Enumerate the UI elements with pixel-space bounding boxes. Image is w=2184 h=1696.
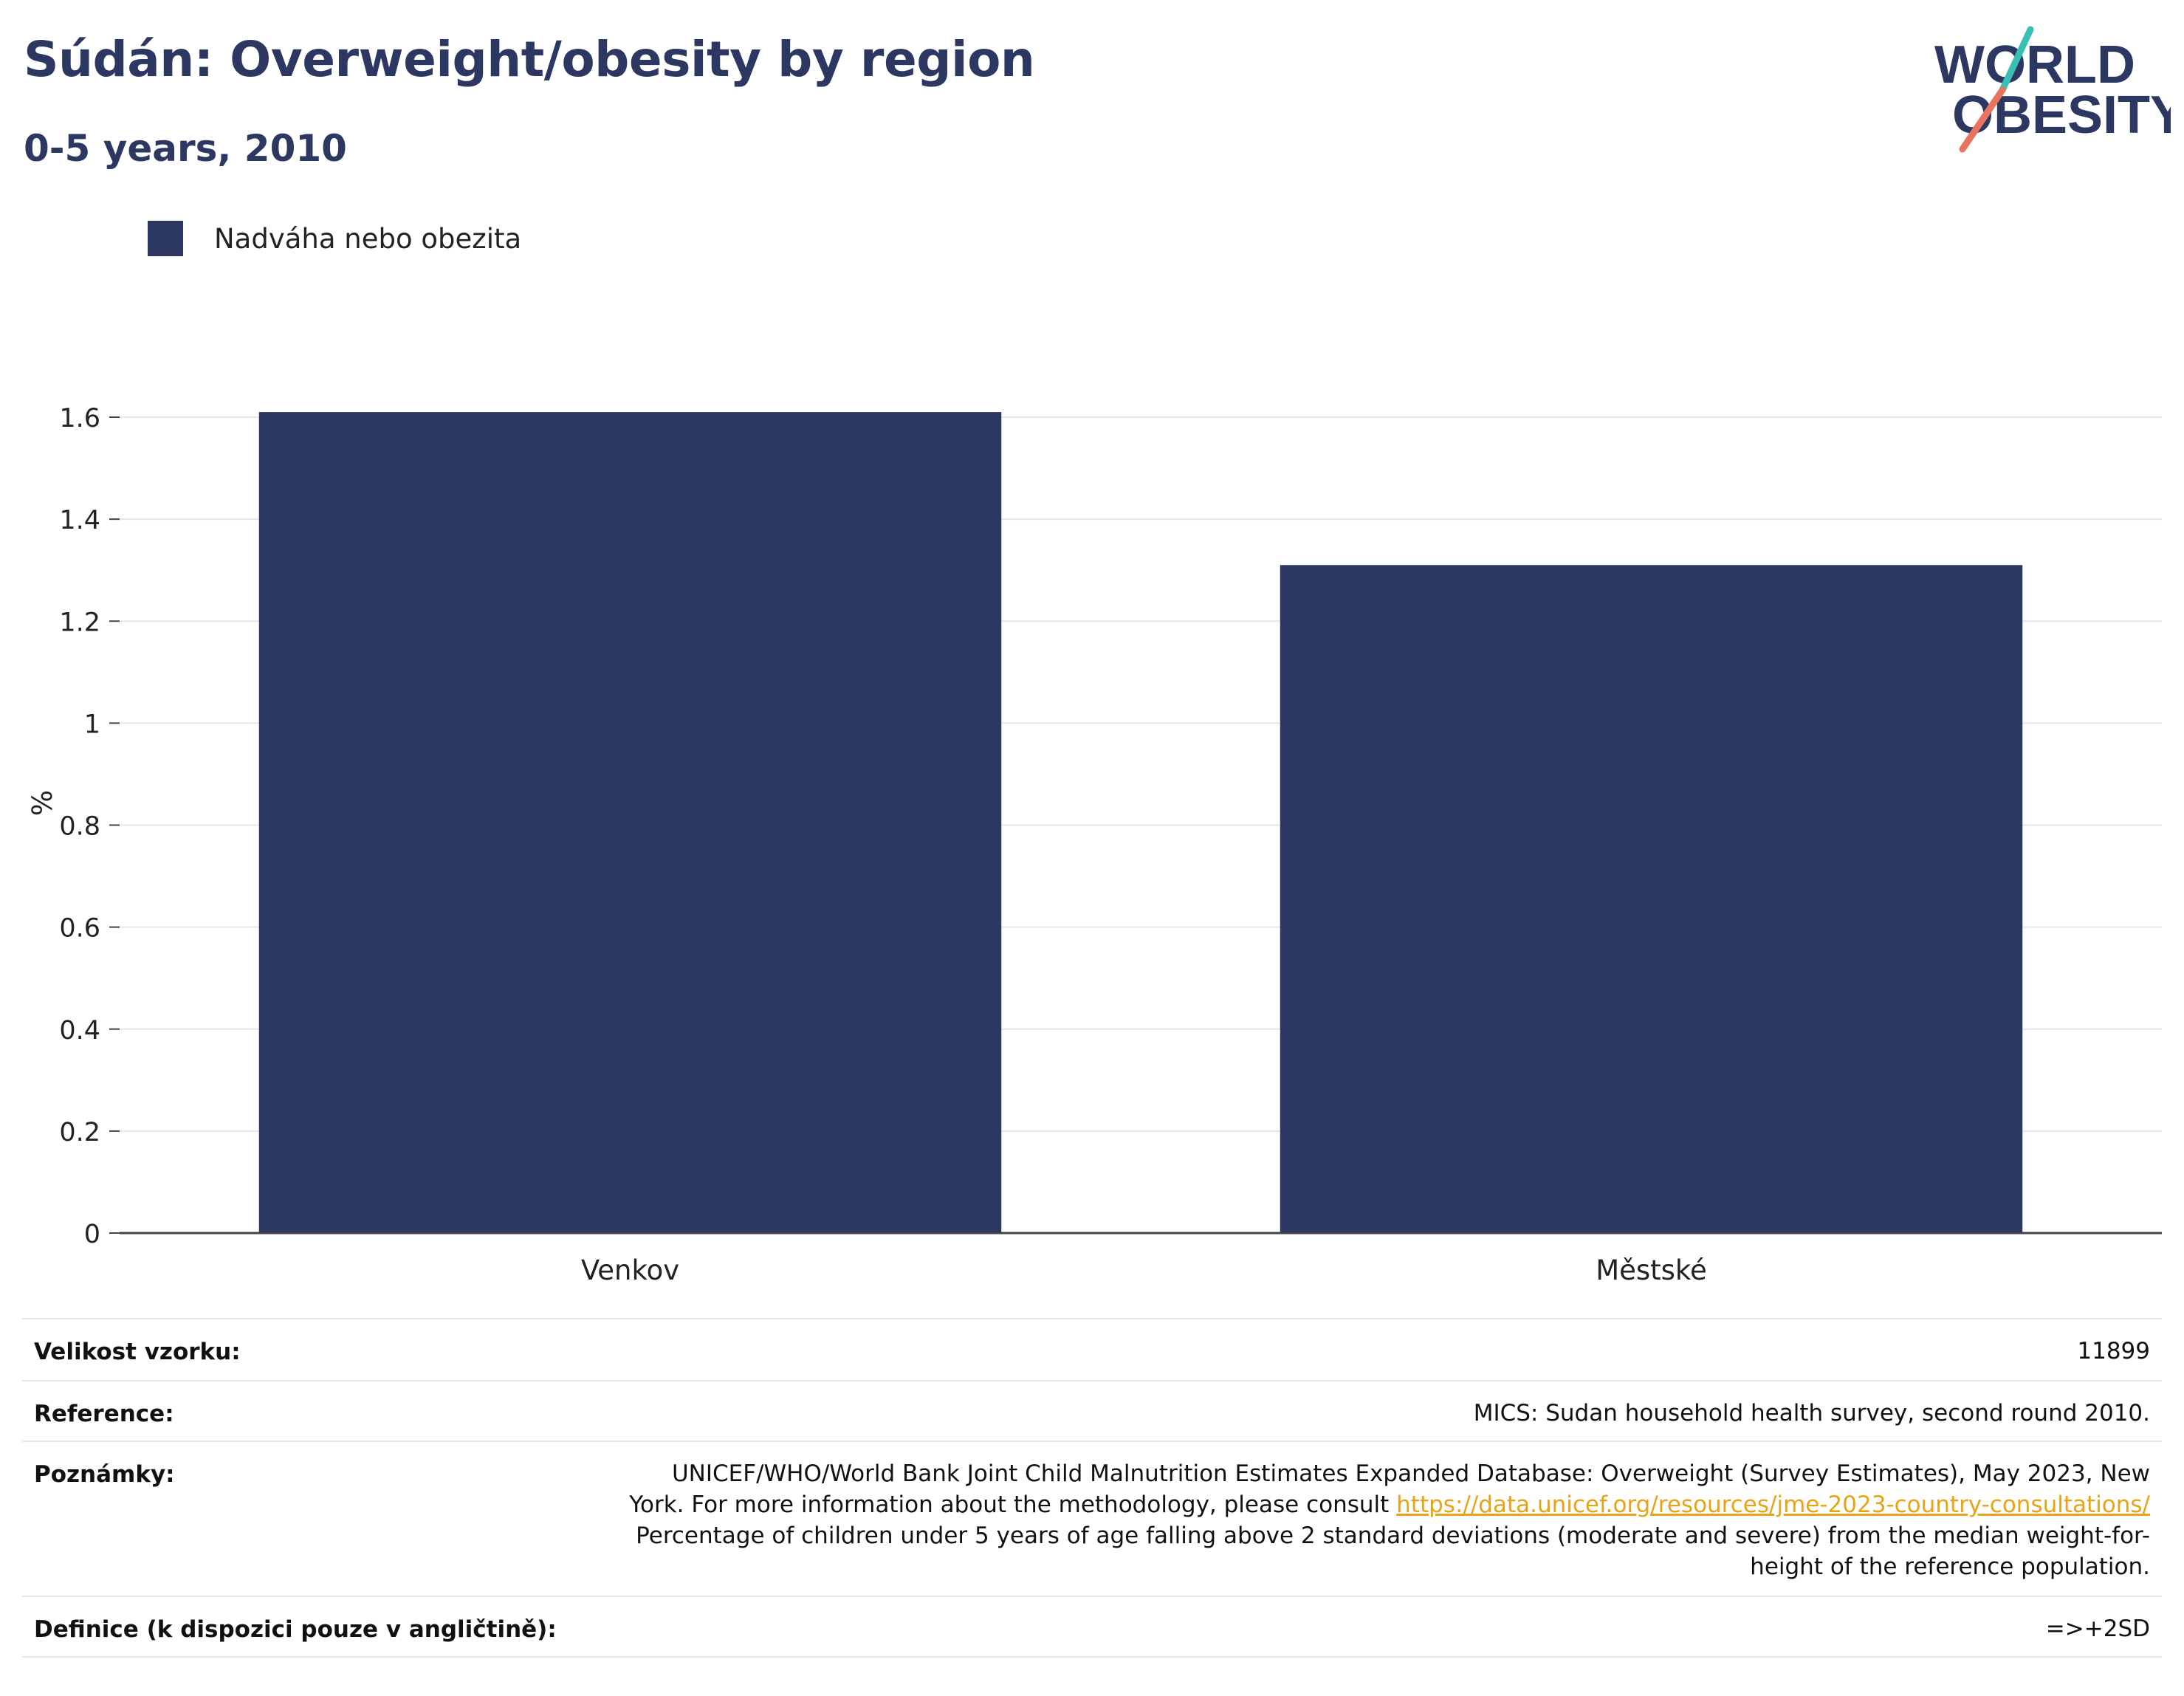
info-row-definition: Definice (k dispozici pouze v angličtině… [22,1596,2162,1658]
y-tick-label: 0 [84,1220,100,1249]
y-axis-ticks: 0 0.2 0.4 0.6 0.8 1 1.2 1.4 1.6 [59,404,120,1249]
logo-slash-teal [1999,26,2034,94]
legend-swatch[interactable] [148,221,183,256]
sample-size-value: 11899 [2077,1338,2150,1364]
info-table: Velikost vzorku: 11899 Reference: MICS: … [22,1318,2162,1658]
logo-slash-coral [1959,86,2006,153]
x-axis-ticks: Venkov Městské [581,1254,1707,1285]
y-tick-label: 1.4 [59,506,100,535]
y-tick-label: 0.8 [59,812,100,842]
world-obesity-logo: WORLD OBESITY [1934,26,2171,153]
x-tick-label: Městské [1596,1254,1707,1285]
bar-1[interactable] [258,412,1002,1233]
bar-chart: 0 0.2 0.4 0.6 0.8 1 1.2 1.4 1.6 Venkov Městské % [27,404,2162,1285]
notes-line1: UNICEF/WHO/World Bank Joint Child Malnut… [671,1460,2150,1487]
info-row-notes: Poznámky: UNICEF/WHO/World Bank Joint Ch… [22,1441,2162,1596]
y-tick-label: 1.2 [59,608,100,637]
reference-value: MICS: Sudan household health survey, sec… [1473,1400,2150,1427]
bar-2[interactable] [1280,565,2023,1233]
y-tick-label: 0.4 [59,1016,100,1046]
notes-value: UNICEF/WHO/World Bank Joint Child Malnut… [629,1442,2150,1596]
chart-subtitle: 0-5 years, 2010 [24,127,347,170]
info-row-sample: Velikost vzorku: 11899 [22,1318,2162,1380]
y-tick-label: 0.6 [59,914,100,944]
definition-value: =>+2SD [2045,1616,2150,1642]
chart-title: Súdán: Overweight/obesity by region [24,31,1035,88]
info-row-reference: Reference: MICS: Sudan household health … [22,1380,2162,1441]
x-tick-label: Venkov [581,1254,679,1285]
chart-legend: Nadváha nebo obezita [148,220,521,257]
notes-line2: York. For more information about the met… [629,1491,1397,1518]
y-axis-label: % [27,790,58,816]
legend-label[interactable]: Nadváha nebo obezita [214,222,522,255]
y-tick-label: 1.6 [59,404,100,433]
sample-size-label: Velikost vzorku: [34,1339,241,1365]
y-tick-label: 0.2 [59,1118,100,1147]
definition-label: Definice (k dispozici pouze v angličtině… [34,1616,557,1643]
notes-line3: Percentage of children under 5 years of … [636,1522,2150,1549]
reference-label: Reference: [34,1401,174,1427]
bars [258,412,2023,1233]
notes-link[interactable]: https://data.unicef.org/resources/jme-20… [1396,1491,2150,1518]
notes-line4: height of the reference population. [1750,1553,2150,1580]
y-tick-label: 1 [84,710,100,739]
logo-text-line1: WORLD [1934,35,2135,95]
notes-label: Poznámky: [34,1461,175,1488]
